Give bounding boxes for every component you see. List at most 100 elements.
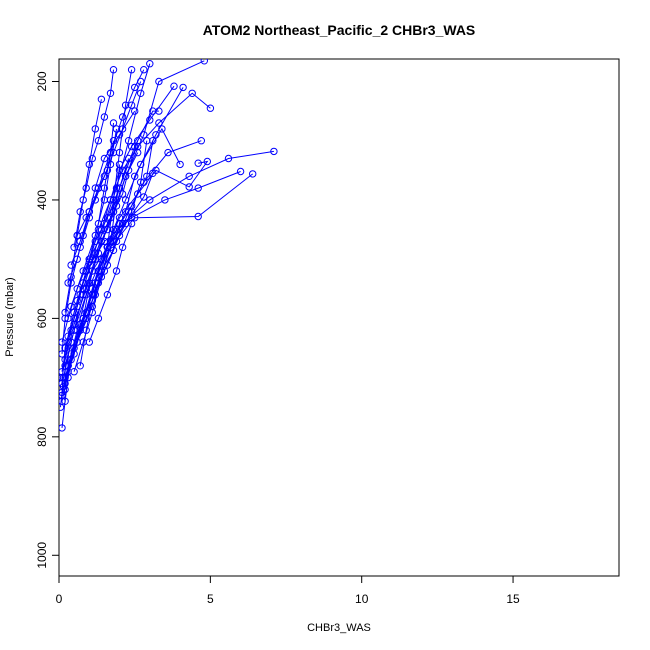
data-point	[109, 208, 118, 216]
x-tick-label: 15	[506, 592, 520, 606]
data-point	[85, 338, 94, 346]
data-point	[127, 101, 136, 109]
data-point	[137, 178, 145, 186]
data-point	[97, 273, 106, 281]
data-point	[82, 326, 90, 334]
data-point	[124, 137, 133, 145]
data-point	[97, 95, 106, 104]
data-point	[143, 172, 151, 181]
data-point	[146, 60, 154, 68]
data-point	[158, 125, 166, 133]
y-tick-label: 400	[35, 190, 49, 210]
data-point	[59, 388, 66, 397]
data-point	[146, 116, 154, 124]
data-point	[103, 291, 112, 299]
series-line	[61, 160, 209, 393]
series	[85, 219, 136, 346]
data-point	[124, 166, 133, 175]
y-tick-label: 200	[35, 71, 49, 91]
data-point	[164, 148, 172, 157]
data-point	[70, 368, 78, 376]
data-point	[76, 237, 84, 246]
data-point	[140, 193, 148, 201]
data-point	[249, 170, 257, 178]
data-point	[88, 296, 97, 305]
series	[79, 82, 178, 293]
data-point	[194, 159, 202, 167]
data-point	[106, 196, 115, 204]
series	[70, 66, 118, 252]
data-point	[85, 208, 94, 216]
series-line	[60, 63, 151, 408]
data-point	[115, 131, 124, 139]
data-point	[97, 231, 106, 240]
data-point	[70, 320, 78, 328]
data-point	[70, 243, 78, 252]
y-tick-label: 800	[35, 426, 49, 446]
data-point	[118, 125, 127, 133]
data-point	[64, 279, 72, 287]
data-point	[121, 196, 130, 204]
data-point	[155, 77, 163, 86]
data-point	[109, 66, 118, 74]
x-tick-label: 0	[56, 592, 63, 606]
data-point	[224, 154, 233, 163]
data-point	[127, 66, 136, 74]
y-tick-label: 1000	[35, 542, 49, 569]
data-point	[64, 362, 72, 370]
data-point	[100, 172, 109, 181]
data-point	[236, 167, 245, 176]
data-point	[188, 89, 196, 98]
data-point	[97, 225, 106, 234]
data-point	[61, 308, 69, 317]
data-point	[73, 255, 81, 263]
data-point	[59, 338, 66, 346]
data-point	[170, 82, 178, 90]
data-point	[185, 183, 193, 191]
x-tick-label: 10	[355, 592, 369, 606]
data-point	[79, 285, 87, 293]
data-point	[109, 119, 118, 127]
data-point	[270, 147, 278, 156]
series-line	[73, 164, 120, 372]
data-point	[115, 184, 124, 192]
data-point	[103, 166, 112, 175]
y-tick-label: 600	[35, 308, 49, 328]
data-point	[94, 137, 103, 145]
y-axis: 200 400 600 800 1000	[35, 71, 60, 569]
data-point	[112, 225, 121, 234]
data-point	[59, 397, 66, 405]
data-point	[61, 344, 69, 352]
data-point	[59, 424, 66, 432]
data-point	[91, 184, 100, 192]
series-line	[82, 85, 175, 289]
data-point	[97, 267, 106, 275]
data-point	[103, 243, 112, 252]
data-point	[59, 373, 66, 382]
data-point	[194, 212, 202, 221]
data-point	[137, 160, 145, 169]
data-point	[94, 219, 103, 228]
data-point	[137, 77, 145, 86]
data-point	[161, 196, 169, 204]
chart-title: ATOM2 Northeast_Pacific_2 CHBr3_WAS	[203, 22, 476, 38]
data-point	[59, 350, 66, 358]
data-point	[115, 166, 124, 175]
data-point	[140, 66, 148, 74]
series	[61, 148, 142, 352]
data-point	[118, 113, 127, 121]
data-point	[88, 154, 97, 163]
series-line	[79, 223, 120, 366]
series	[59, 125, 121, 346]
data-point	[76, 291, 84, 299]
data-point	[127, 142, 136, 151]
data-point	[67, 261, 75, 269]
data-point	[194, 184, 202, 192]
data-point	[146, 196, 154, 204]
data-point	[206, 104, 215, 112]
series	[67, 107, 139, 269]
data-point	[61, 397, 69, 405]
data-point	[106, 237, 115, 246]
series-line	[88, 223, 133, 343]
data-point	[185, 172, 193, 181]
